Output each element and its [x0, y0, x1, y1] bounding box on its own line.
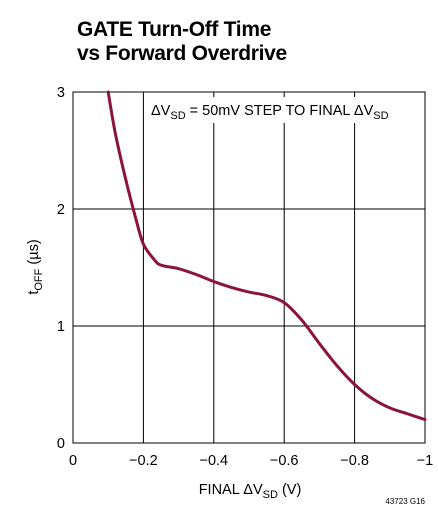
x-tick-label: −1: [417, 453, 434, 469]
annotation-sub1: SD: [170, 110, 185, 122]
annotation-part2: = 50mV STEP TO FINAL ΔV: [186, 103, 374, 119]
x-tick-label: −0.8: [340, 453, 369, 469]
y-axis-label-suffix: (µs): [26, 239, 42, 268]
x-tick-label: −0.6: [270, 453, 299, 469]
y-tick-label: 1: [57, 319, 65, 335]
y-tick-label: 0: [57, 436, 65, 452]
y-axis-label-prefix: t: [26, 291, 42, 295]
y-axis-label-sub: OFF: [33, 268, 45, 290]
tick-labels: 0 −0.2 −0.4 −0.6 −0.8 −1 0 1 2 3: [57, 85, 433, 469]
plot-frame: [72, 91, 426, 444]
series-line: [106, 90, 427, 422]
x-axis-label-suffix: (V): [278, 482, 301, 498]
series-layer: [106, 90, 427, 422]
y-axis-label: tOFF (µs): [26, 239, 45, 294]
annotation-sub2: SD: [373, 110, 388, 122]
annotation-part1: ΔV: [151, 103, 171, 119]
figure-id: 43723 G16: [385, 497, 425, 506]
y-tick-label: 2: [57, 202, 65, 218]
annotation-text: ΔVSD = 50mV STEP TO FINAL ΔVSD: [151, 103, 389, 122]
y-tick-label: 3: [57, 85, 65, 101]
chart-title-line-1: GATE Turn-Off Time: [77, 18, 272, 41]
annotation-background: [149, 97, 415, 123]
x-tick-label: 0: [69, 453, 77, 469]
chart-title-line-2: vs Forward Overdrive: [77, 42, 287, 65]
grid-lines: [73, 92, 425, 443]
x-axis-label-sub: SD: [263, 489, 278, 501]
chart-title: GATE Turn-Off Time vs Forward Overdrive: [77, 18, 287, 66]
x-axis-label-prefix: FINAL ΔV: [199, 482, 263, 498]
x-tick-label: −0.4: [199, 453, 228, 469]
x-axis-label: FINAL ΔVSD (V): [199, 482, 302, 501]
x-tick-label: −0.2: [129, 453, 158, 469]
